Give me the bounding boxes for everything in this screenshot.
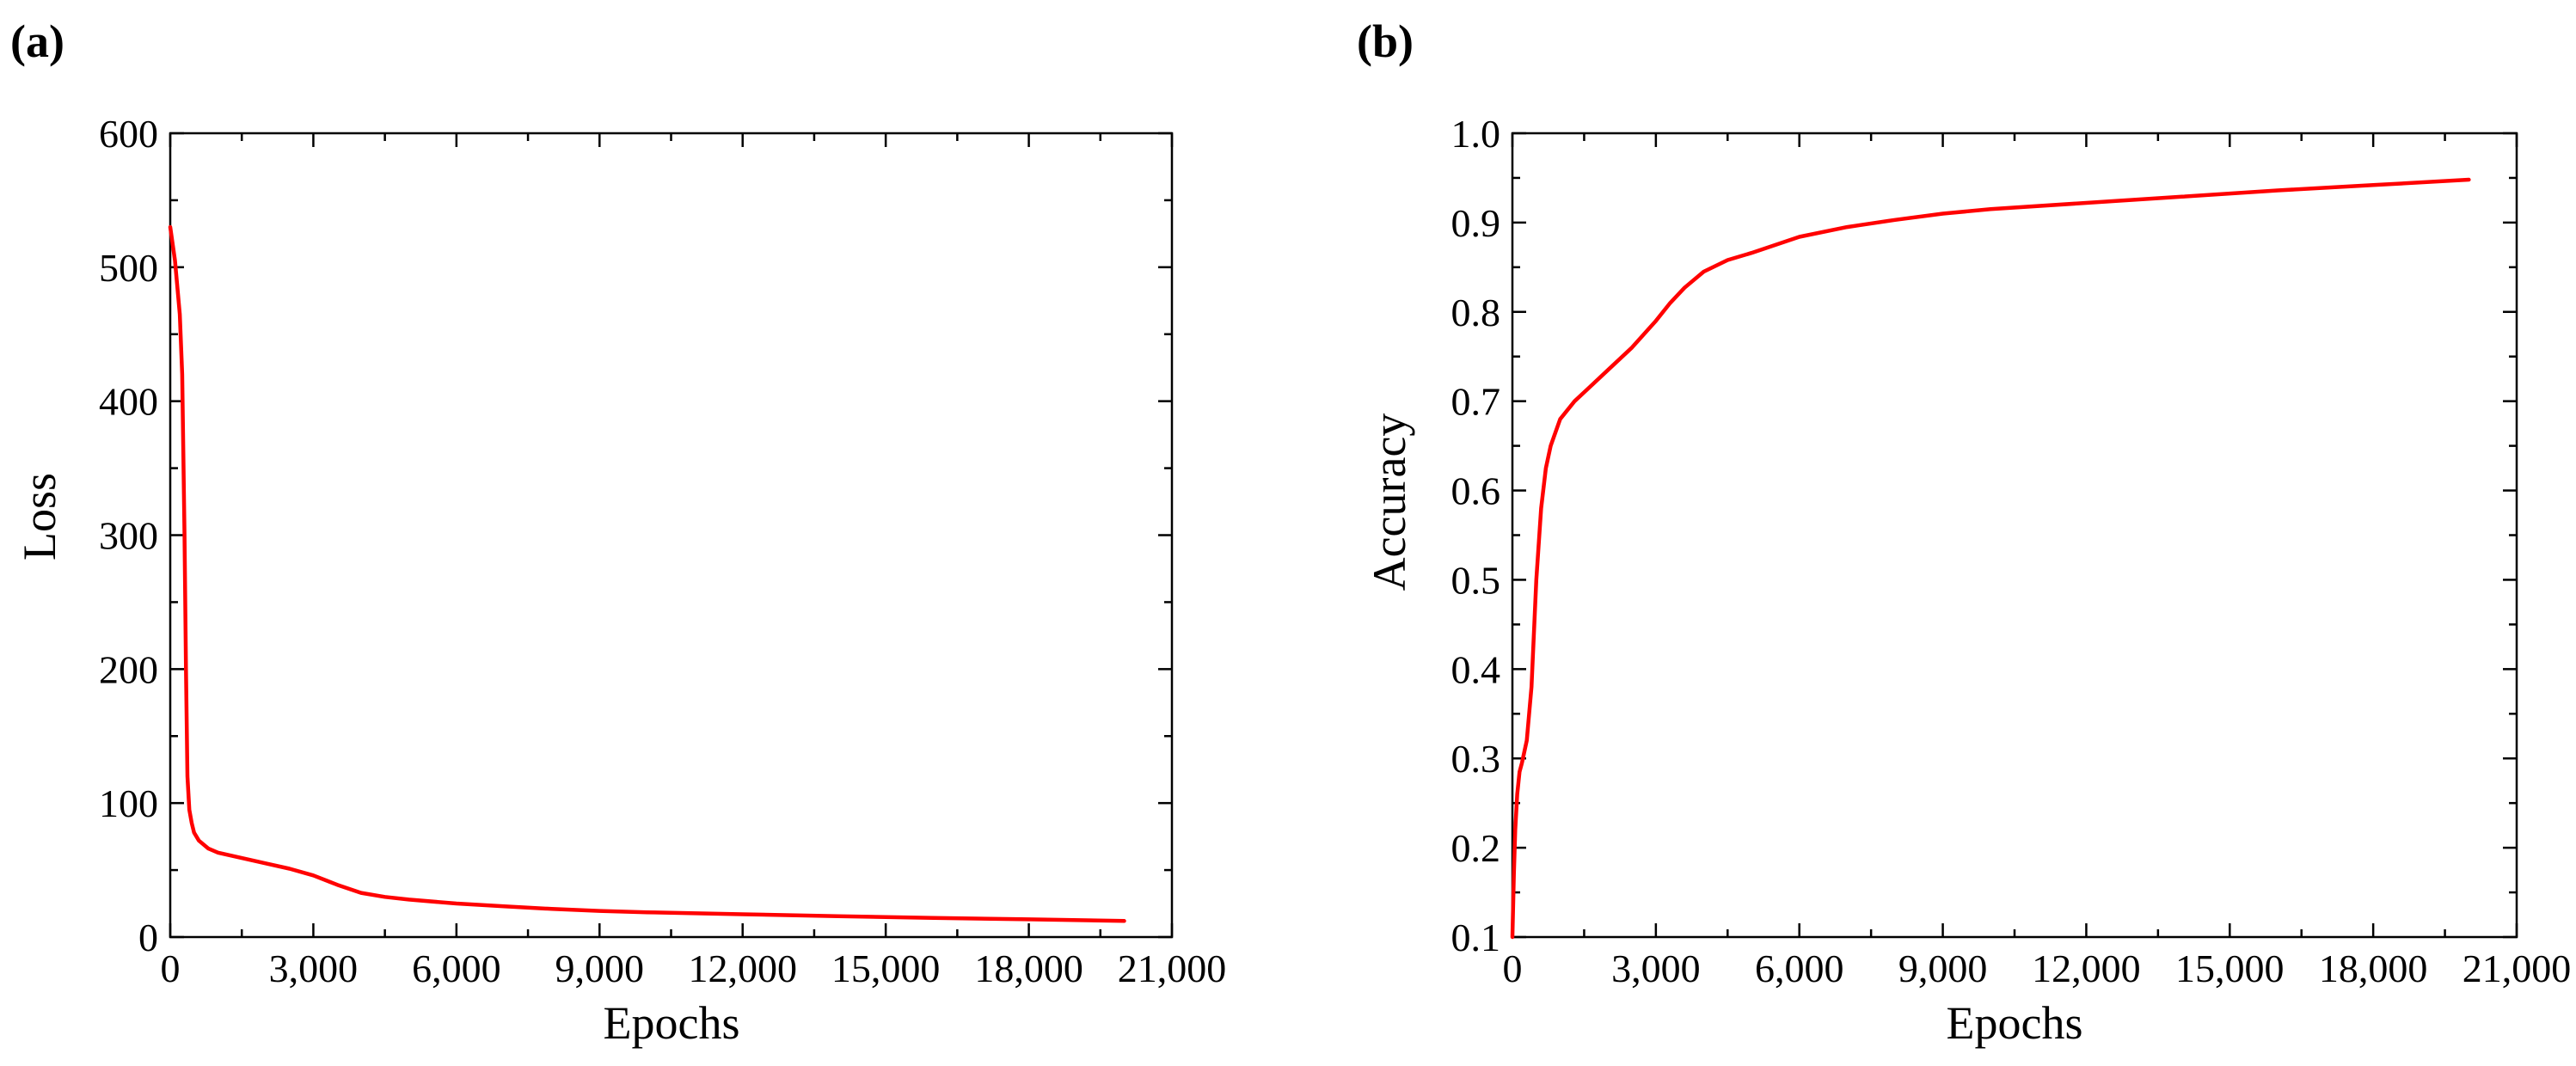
loss-series-line (168, 224, 1126, 923)
accuracy-x-tick-label: 3,000 (1611, 947, 1701, 990)
accuracy-y-tick-label: 0.8 (1451, 291, 1501, 334)
loss-x-tick-label: 18,000 (974, 947, 1083, 990)
accuracy-y-tick-label: 0.6 (1451, 469, 1501, 513)
loss-x-tick-label: 15,000 (831, 947, 941, 990)
accuracy-y-tick-label: 1.0 (1451, 112, 1501, 156)
accuracy-y-axis-title: Accuracy (1364, 414, 1415, 591)
loss-x-tick-label: 0 (161, 947, 181, 990)
loss-plot-frame (169, 132, 1174, 939)
accuracy-y-tick-label: 0.5 (1451, 558, 1501, 602)
accuracy-x-tick-label: 15,000 (2175, 947, 2285, 990)
panel-a-label: (a) (10, 15, 64, 67)
loss-y-tick-label: 200 (99, 647, 158, 691)
loss-y-tick-label: 300 (99, 514, 158, 558)
loss-plot: 0 3,000 6,000 9,000 12,000 15,000 18,000 21,000… (99, 112, 1226, 990)
loss-y-tick-label: 100 (99, 781, 158, 825)
loss-y-tick-label: 0 (138, 916, 158, 959)
accuracy-y-tick-label: 0.3 (1451, 737, 1501, 781)
accuracy-x-tick-label: 21,000 (2463, 947, 2572, 990)
accuracy-plot-frame (1511, 132, 2518, 939)
loss-x-axis-title: Epochs (604, 997, 740, 1049)
loss-y-tick-label: 600 (99, 112, 158, 156)
accuracy-x-tick-label: 18,000 (2319, 947, 2428, 990)
accuracy-x-axis-title: Epochs (1947, 997, 2083, 1049)
loss-x-tick-label: 12,000 (688, 947, 797, 990)
accuracy-y-tick-label: 0.1 (1451, 916, 1501, 959)
accuracy-plot: 0 3,000 6,000 9,000 12,000 15,000 18,000 21,000… (1451, 112, 2572, 990)
accuracy-y-tick-label: 0.2 (1451, 826, 1501, 870)
loss-x-tick-label: 6,000 (412, 947, 501, 990)
accuracy-x-tick-label: 9,000 (1898, 947, 1988, 990)
accuracy-x-tick-label: 6,000 (1755, 947, 1844, 990)
accuracy-x-tick-label: 12,000 (2032, 947, 2141, 990)
accuracy-y-tick-label: 0.7 (1451, 380, 1501, 424)
panel-loss: (a) 0 3,000 6,000 9,000 12,000 15,000 18,000 21… (10, 15, 1226, 1049)
loss-x-tick-label: 3,000 (269, 947, 359, 990)
loss-x-tick-label: 21,000 (1118, 947, 1227, 990)
accuracy-series-line (1510, 177, 2471, 940)
panel-accuracy: (b) 0 3,000 6,000 9,000 12,000 15,000 18,000 21… (1357, 15, 2571, 1049)
accuracy-y-tick-label: 0.4 (1451, 647, 1501, 691)
loss-y-tick-label: 400 (99, 380, 158, 424)
loss-y-tick-label: 500 (99, 246, 158, 290)
accuracy-x-tick-label: 0 (1503, 947, 1523, 990)
panel-b-label: (b) (1357, 15, 1414, 67)
loss-y-axis-title: Loss (14, 473, 65, 561)
loss-x-tick-label: 9,000 (555, 947, 645, 990)
accuracy-y-tick-label: 0.9 (1451, 201, 1501, 245)
